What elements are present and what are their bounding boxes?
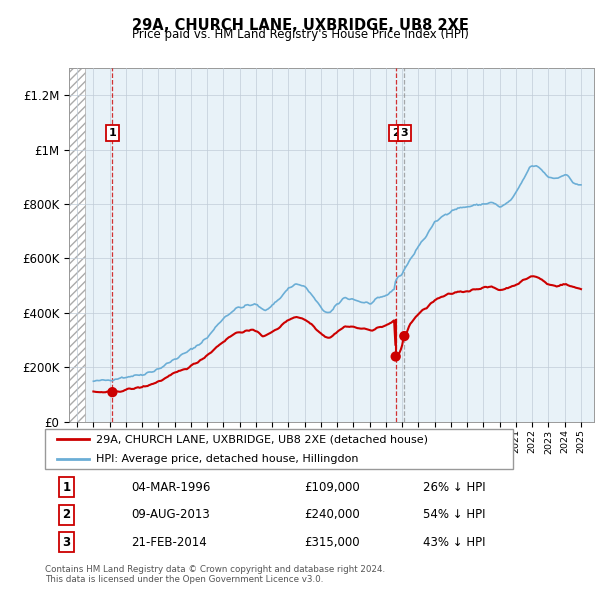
Text: 09-AUG-2013: 09-AUG-2013	[131, 508, 210, 522]
Bar	[69, 68, 85, 422]
Text: 43% ↓ HPI: 43% ↓ HPI	[423, 536, 485, 549]
Text: £109,000: £109,000	[304, 481, 360, 494]
Text: 1: 1	[62, 481, 71, 494]
Text: This data is licensed under the Open Government Licence v3.0.: This data is licensed under the Open Gov…	[45, 575, 323, 584]
Text: 21-FEB-2014: 21-FEB-2014	[131, 536, 207, 549]
Text: £315,000: £315,000	[304, 536, 360, 549]
Text: 2: 2	[62, 508, 71, 522]
Text: 29A, CHURCH LANE, UXBRIDGE, UB8 2XE: 29A, CHURCH LANE, UXBRIDGE, UB8 2XE	[131, 18, 469, 32]
Text: 3: 3	[401, 128, 408, 138]
Point	[107, 388, 117, 397]
Text: 26% ↓ HPI: 26% ↓ HPI	[423, 481, 485, 494]
Text: Price paid vs. HM Land Registry's House Price Index (HPI): Price paid vs. HM Land Registry's House …	[131, 28, 469, 41]
Text: 54% ↓ HPI: 54% ↓ HPI	[423, 508, 485, 522]
Bar	[69, 68, 85, 422]
Text: 1: 1	[109, 128, 116, 138]
Text: £240,000: £240,000	[304, 508, 360, 522]
Text: HPI: Average price, detached house, Hillingdon: HPI: Average price, detached house, Hill…	[97, 454, 359, 464]
Text: 04-MAR-1996: 04-MAR-1996	[131, 481, 211, 494]
Point	[400, 332, 409, 341]
Point	[391, 352, 401, 361]
Text: 29A, CHURCH LANE, UXBRIDGE, UB8 2XE (detached house): 29A, CHURCH LANE, UXBRIDGE, UB8 2XE (det…	[97, 434, 428, 444]
FancyBboxPatch shape	[45, 429, 513, 469]
Text: 3: 3	[62, 536, 71, 549]
Text: Contains HM Land Registry data © Crown copyright and database right 2024.: Contains HM Land Registry data © Crown c…	[45, 565, 385, 574]
Text: 2: 2	[392, 128, 400, 138]
